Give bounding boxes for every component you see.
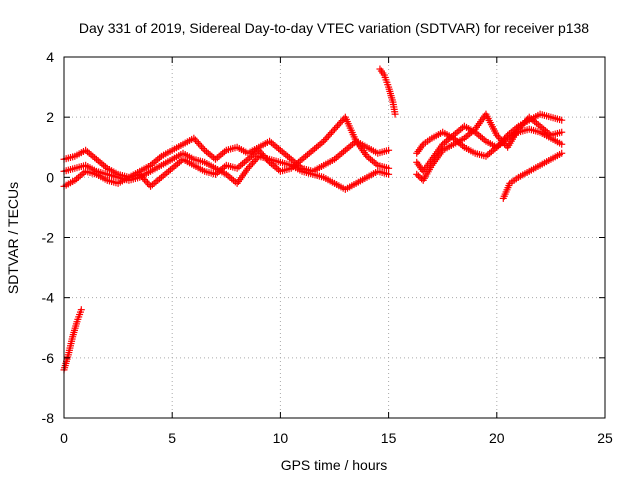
data-point-fill: [334, 122, 342, 130]
y-tick-label: -6: [42, 350, 55, 366]
data-point-fill: [522, 117, 530, 125]
chart-title: Day 331 of 2019, Sidereal Day-to-day VTE…: [79, 20, 589, 36]
data-point-fill: [494, 133, 502, 141]
data-point: [244, 164, 252, 172]
y-tick-label: -4: [42, 290, 55, 306]
data-point-fill: [521, 118, 529, 126]
x-tick-label: 20: [489, 430, 505, 446]
x-axis-label: GPS time / hours: [281, 457, 388, 473]
axis-ticks: 0 5 10 15 20 25 -8 -6 -4 -2 0 2 4: [42, 49, 613, 446]
data-point-fill: [324, 132, 332, 140]
data-point-fill: [332, 123, 340, 131]
data-point-fill: [198, 143, 206, 151]
data-point-fill: [416, 173, 424, 181]
x-tick-label: 25: [597, 430, 613, 446]
x-tick-label: 15: [381, 430, 397, 446]
plot-frame: [63, 56, 606, 419]
data-point: [558, 149, 566, 157]
y-axis-label: SDTVAR / TECUs: [5, 182, 21, 294]
x-tick-label: 0: [60, 430, 68, 446]
data-point-fill: [326, 130, 334, 138]
data-point-fill: [250, 157, 258, 165]
data-point-fill: [323, 134, 331, 142]
x-tick-label: 5: [168, 430, 176, 446]
data-point-fill: [327, 129, 335, 137]
data-point-fill: [497, 136, 505, 144]
data-point-fill: [196, 141, 204, 149]
data-point-fill: [338, 117, 346, 125]
y-tick-label: 4: [46, 49, 54, 65]
data-point-fill: [496, 135, 504, 143]
data-point-fill: [335, 120, 343, 128]
y-tick-label: -8: [42, 410, 55, 426]
data-points: [60, 65, 566, 374]
data-point-fill: [516, 123, 524, 131]
data-point-fill: [142, 177, 150, 185]
data-point-fill: [414, 172, 422, 180]
data-point-fill: [329, 127, 337, 135]
data-point-fill: [249, 159, 257, 167]
data-point-fill: [253, 154, 261, 162]
data-point: [558, 116, 566, 124]
data-point: [190, 134, 198, 142]
x-tick-label: 10: [273, 430, 289, 446]
data-point: [385, 164, 393, 172]
data-point-fill: [499, 138, 507, 146]
data-point-fill: [518, 122, 526, 130]
y-tick-label: 0: [46, 169, 54, 185]
grid: [64, 57, 605, 418]
data-point-fill: [191, 136, 199, 144]
data-point: [320, 137, 328, 145]
data-point-fill: [256, 148, 264, 156]
data-point: [77, 306, 85, 314]
data-point: [385, 146, 393, 154]
data-point-fill: [247, 161, 255, 169]
data-point-fill: [193, 138, 201, 146]
data-point-fill: [199, 145, 207, 153]
data-point: [493, 131, 501, 139]
data-point-fill: [337, 118, 345, 126]
data-point: [391, 110, 399, 118]
data-point: [413, 170, 421, 178]
data-point-fill: [245, 163, 253, 171]
y-tick-label: 2: [46, 109, 54, 125]
y-tick-label: -2: [42, 230, 55, 246]
data-point-fill: [252, 156, 260, 164]
data-point: [255, 146, 263, 154]
data-point-fill: [321, 136, 329, 144]
data-point-fill: [519, 120, 527, 128]
data-point: [331, 125, 338, 133]
data-point-fill: [143, 179, 151, 187]
data-point: [558, 128, 566, 136]
data-point: [558, 140, 566, 148]
data-point-fill: [194, 139, 202, 147]
data-point: [385, 170, 393, 178]
data-point: [514, 125, 522, 133]
